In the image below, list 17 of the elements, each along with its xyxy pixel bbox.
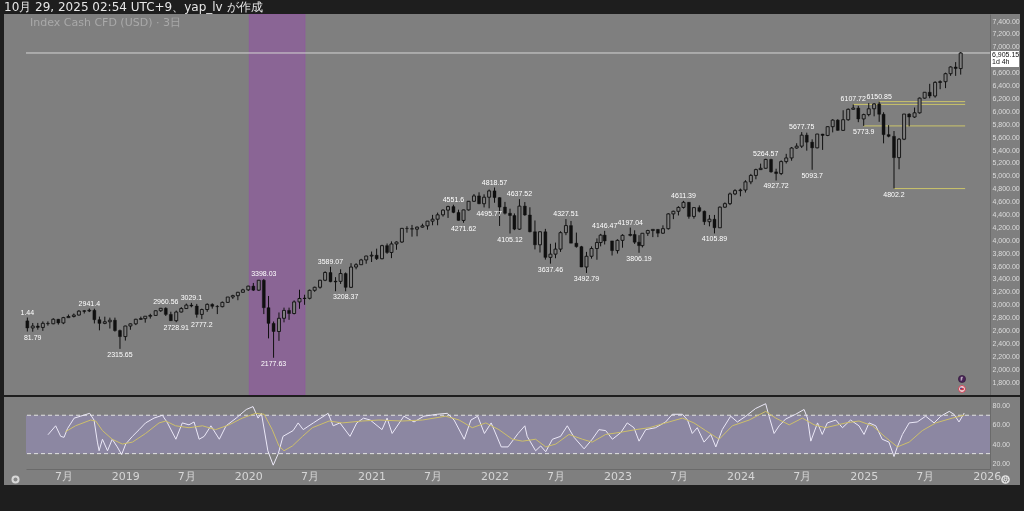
- x-tick-label: 2020: [234, 469, 263, 483]
- x-tick-label: 7月: [669, 469, 688, 483]
- x-tick-label: 7月: [54, 469, 73, 483]
- x-tick-label: 2023: [603, 469, 632, 483]
- annotation: 10月 29, 2025 02:54 UTC+9、yap_lv が作成: [4, 0, 263, 14]
- x-tick-label: 2024: [726, 469, 755, 483]
- x-tick-label: 7月: [546, 469, 565, 483]
- x-tick-label: 2022: [481, 469, 510, 483]
- x-tick-label: 2019: [111, 469, 140, 483]
- x-tick-label: 2025: [850, 469, 879, 483]
- x-tick-label: 7月: [916, 469, 935, 483]
- x-tick-label: 7月: [793, 469, 812, 483]
- x-tick-label: 2021: [358, 469, 387, 483]
- x-tick-label: 7月: [301, 469, 320, 483]
- x-tick-label: 2026: [973, 469, 1002, 483]
- x-tick-label: 7月: [424, 469, 443, 483]
- x-tick-label: 7月: [177, 469, 196, 483]
